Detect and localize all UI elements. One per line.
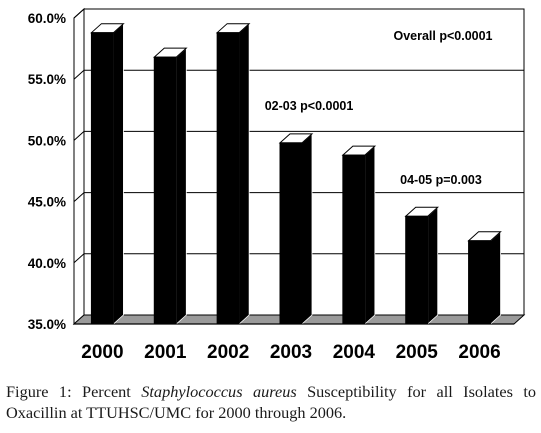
y-tick-label: 60.0% [28,11,66,26]
bar-chart: 35.0% 40.0% 45.0% 50.0% 55.0% 60.0% 2000 2001 2… [28,7,526,363]
y-tick-label: 55.0% [28,72,66,87]
caption-text-after: Susceptibility for all Isolates to Oxaci… [6,382,536,422]
gridline-side [73,8,85,19]
bar-front [90,32,114,325]
y-tick-label: 45.0% [28,195,66,210]
bar-front [153,56,177,325]
x-tick-label: 2004 [333,342,376,363]
x-tick-label: 2005 [396,342,439,363]
y-tick-label: 50.0% [28,133,66,148]
bar-2006 [467,230,502,325]
bar-2002 [215,22,251,325]
bar-side [113,22,124,325]
x-tick-label: 2006 [458,342,500,363]
bar-2000 [90,22,125,325]
caption-label: Figure 1: [6,382,72,401]
bar-2003 [278,132,314,325]
x-tick-label: 2002 [207,342,249,363]
bar-side [427,206,439,325]
y-tick-label: 40.0% [28,256,66,271]
gridline-side [73,69,85,80]
bar-side [175,47,187,325]
annotation-overall: Overall p<0.0001 [393,29,492,43]
bar-front [279,142,303,325]
annotation-p0203: 02-03 p<0.0001 [265,99,354,113]
caption-italic: Staphylococcus aureus [141,382,297,401]
bar-front [216,32,240,325]
gridline-side [73,131,85,141]
plot-side-wall [73,7,85,326]
bar-front [468,240,492,325]
bar-2001 [152,47,188,325]
y-tick-label: 35.0% [28,317,66,332]
bar-front [342,154,366,325]
annotation-p0405: 04-05 p=0.003 [400,173,482,187]
bar-2004 [341,145,377,325]
caption-text-before: Percent [82,382,131,401]
bar-side [238,22,250,325]
bar-2005 [404,206,440,325]
x-tick-label: 2000 [81,342,123,363]
figure-caption: Figure 1: Percent Staphylococcus aureus … [6,381,536,423]
bar-side [490,230,501,325]
bar-side [301,132,313,325]
x-tick-label: 2001 [144,342,187,363]
gridline-side [73,192,85,202]
bar-side [364,145,376,325]
x-tick-label: 2003 [270,342,312,363]
gridline-side [73,253,85,264]
bar-front [405,215,429,325]
